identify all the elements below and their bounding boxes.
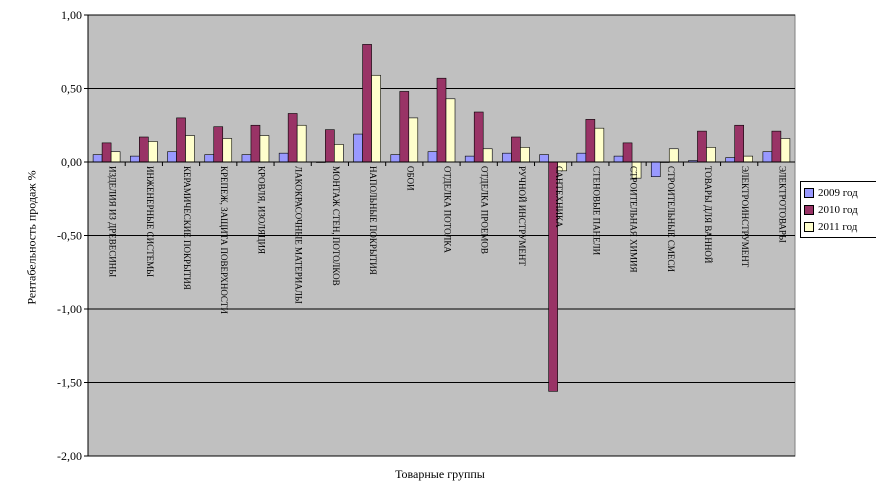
category-label: Лакокрасочные материалы	[293, 166, 304, 304]
category-label: Крепеж, защита поверхности	[219, 166, 230, 314]
legend-item: 2010 год	[804, 201, 876, 218]
bar-2010-год	[622, 142, 633, 163]
bar-2010-год	[287, 113, 298, 163]
category-label: Строительная химия	[628, 166, 639, 273]
y-tick-label: -1,50	[57, 376, 82, 390]
bar-2011-год	[148, 141, 158, 163]
bar-2010-год	[250, 124, 261, 163]
y-tick-label: -1,00	[57, 302, 82, 316]
bar-2010-год	[139, 136, 149, 163]
bar-2009-год	[353, 133, 363, 163]
category-label: Монтаж стен, потолков	[330, 166, 341, 286]
bar-2011-год	[706, 147, 716, 163]
bar-2010-год	[697, 130, 707, 163]
bar-2011-год	[371, 74, 381, 163]
bar-2010-год	[436, 77, 447, 163]
bar-2010-год	[362, 44, 372, 163]
category-label: Инженерные системы	[144, 166, 155, 278]
category-label: Изделия из древесины	[107, 166, 118, 278]
bar-2011-год	[780, 138, 791, 163]
y-tick-label: -0,50	[57, 229, 82, 243]
bar-2011-год	[408, 117, 419, 163]
y-axis-title: Рентабельность продаж %	[24, 170, 39, 305]
bar-2010-год	[176, 117, 186, 163]
category-label: Стеновые панели	[591, 166, 602, 256]
bar-2010-год	[473, 111, 484, 163]
bar-2009-год	[130, 155, 140, 163]
bar-2009-год	[92, 154, 103, 163]
y-tick-label: 0,50	[61, 82, 82, 96]
category-label: Строительные смеси	[665, 166, 676, 272]
legend-swatch	[804, 221, 814, 232]
bar-2009-год	[204, 154, 215, 163]
bar-2011-год	[445, 98, 456, 163]
bar-2009-год	[725, 157, 735, 163]
bar-2010-год	[325, 129, 335, 163]
category-label: Кровля, изоляция	[256, 166, 267, 255]
bar-2011-год	[185, 135, 195, 163]
category-label: Отделка проемов	[479, 166, 490, 254]
bar-2009-год	[502, 152, 512, 163]
bar-2010-год	[399, 91, 410, 163]
bar-2009-год	[427, 151, 438, 163]
bar-2009-год	[390, 154, 401, 163]
bar-2011-год	[110, 151, 121, 163]
bar-2009-год	[278, 152, 289, 163]
category-label: Ручной инструмент	[516, 166, 527, 266]
category-label: Электротовары	[777, 166, 788, 243]
bar-2011-год	[520, 147, 530, 163]
category-label: Обои	[405, 166, 416, 191]
bar-2009-год	[167, 151, 177, 163]
bar-2011-год	[743, 155, 753, 163]
bar-2011-год	[594, 127, 605, 163]
bar-2009-год	[613, 155, 624, 163]
category-label: Сантехника	[554, 166, 565, 228]
bar-2009-год	[241, 154, 252, 163]
bar-2009-год	[539, 154, 549, 163]
legend: 2009 год 2010 год 2011 год	[800, 181, 876, 238]
bar-2010-год	[213, 126, 224, 163]
category-label: Керамические покрытия	[182, 166, 193, 290]
y-tick-label: -2,00	[57, 449, 82, 463]
legend-swatch	[804, 187, 814, 198]
legend-label: 2009 год	[818, 186, 858, 199]
bar-2010-год	[771, 130, 782, 163]
bar-2011-год	[259, 135, 270, 163]
legend-swatch	[804, 204, 814, 215]
bar-2009-год	[576, 152, 587, 163]
category-label: Товары для ванной	[702, 166, 713, 264]
bar-2010-год	[585, 119, 596, 163]
y-tick-label: 0,00	[61, 155, 82, 169]
bar-2011-год	[482, 148, 493, 163]
legend-label: 2010 год	[818, 203, 858, 216]
category-label: Электроинструмент	[740, 166, 751, 268]
bar-2010-год	[511, 136, 521, 163]
bar-2011-год	[222, 138, 233, 163]
y-tick-label: 1,00	[61, 8, 82, 22]
bar-2011-год	[296, 124, 307, 163]
bar-2010-год	[101, 142, 112, 163]
category-label: Отделка потолка	[442, 166, 453, 253]
bar-2010-год	[734, 124, 744, 163]
bar-2009-год	[762, 151, 773, 163]
category-label: Напольные покрытия	[368, 166, 379, 275]
x-axis-title: Товарные группы	[395, 467, 485, 481]
bar-2009-год	[464, 155, 475, 163]
legend-item: 2009 год	[804, 184, 876, 201]
bar-2011-год	[334, 144, 344, 163]
legend-label: 2011 год	[818, 220, 858, 233]
bar-2011-год	[668, 148, 679, 163]
legend-item: 2011 год	[804, 218, 876, 235]
